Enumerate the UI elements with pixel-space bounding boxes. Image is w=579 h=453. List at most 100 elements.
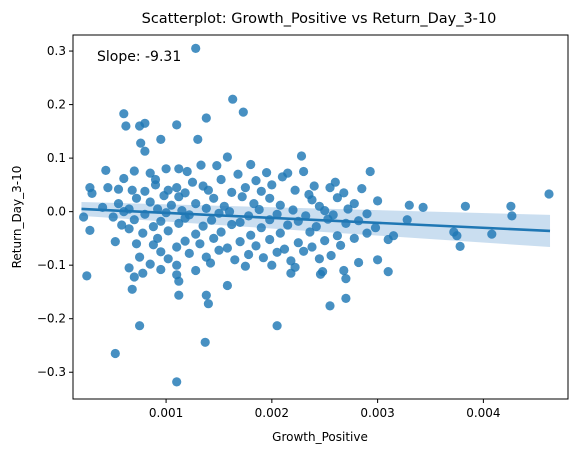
data-point xyxy=(325,183,335,193)
x-tick-label: 0.001 xyxy=(149,406,183,420)
data-point xyxy=(135,321,145,331)
data-point xyxy=(135,252,145,262)
data-point xyxy=(101,165,111,175)
data-point xyxy=(307,195,317,205)
data-point xyxy=(275,200,285,210)
data-point xyxy=(383,234,393,245)
regression-line xyxy=(81,207,551,233)
slope-annotation: Slope: -9.31 xyxy=(97,49,181,65)
data-point xyxy=(311,222,321,232)
data-point xyxy=(254,204,264,215)
data-point xyxy=(79,212,89,222)
data-point xyxy=(341,293,351,303)
data-point xyxy=(119,173,129,184)
data-point xyxy=(336,240,346,250)
data-point xyxy=(293,238,303,248)
data-point xyxy=(362,209,372,219)
data-point xyxy=(244,249,254,260)
y-tick-label: −0.2 xyxy=(37,312,66,326)
data-point xyxy=(131,239,142,249)
data-point xyxy=(506,201,516,211)
data-point xyxy=(180,236,190,246)
data-point xyxy=(127,185,137,195)
data-point xyxy=(174,218,184,228)
data-point xyxy=(227,187,237,197)
data-point xyxy=(383,267,393,277)
data-point xyxy=(156,216,166,226)
data-point xyxy=(172,377,182,387)
data-point xyxy=(357,184,367,194)
data-point xyxy=(136,138,146,148)
data-point xyxy=(349,199,359,209)
data-point xyxy=(320,206,330,216)
data-point xyxy=(258,253,268,263)
data-point xyxy=(249,199,259,209)
data-point xyxy=(332,231,342,241)
data-point xyxy=(233,169,243,179)
data-point xyxy=(172,242,182,252)
data-point xyxy=(187,177,198,187)
data-point xyxy=(156,264,166,275)
data-point xyxy=(156,247,166,257)
y-tick-label: −0.1 xyxy=(37,258,66,272)
data-point xyxy=(373,255,383,265)
data-point xyxy=(200,337,210,347)
data-point xyxy=(325,301,335,311)
data-point xyxy=(460,201,470,211)
data-point xyxy=(129,215,139,225)
data-point xyxy=(290,185,300,195)
x-axis: 0.001 0.002 0.003 0.004 xyxy=(149,399,501,420)
data-point xyxy=(156,134,166,144)
data-point xyxy=(209,233,219,243)
data-point xyxy=(159,191,169,201)
data-point xyxy=(121,121,131,131)
data-point xyxy=(161,164,171,174)
data-point xyxy=(201,113,211,123)
data-point xyxy=(299,166,309,177)
data-point xyxy=(246,159,256,170)
data-point xyxy=(163,226,173,236)
regression-line-layer xyxy=(81,207,551,233)
data-point xyxy=(240,183,250,193)
data-point xyxy=(108,212,118,222)
data-point xyxy=(129,166,139,176)
data-point xyxy=(180,213,190,223)
data-point xyxy=(174,290,184,300)
y-tick-label: 0.0 xyxy=(47,205,66,219)
data-point xyxy=(309,181,319,191)
data-point xyxy=(201,290,211,300)
data-point xyxy=(267,180,277,190)
data-point xyxy=(307,242,317,252)
chart-title: Scatterplot: Growth_Positive vs Return_D… xyxy=(142,11,497,27)
data-point xyxy=(326,250,336,261)
data-point xyxy=(305,227,315,237)
data-point xyxy=(283,220,293,230)
data-point xyxy=(203,185,213,195)
data-point xyxy=(174,192,184,202)
data-point xyxy=(110,348,120,359)
data-point xyxy=(365,166,375,177)
y-tick-label: 0.2 xyxy=(47,98,66,112)
data-point xyxy=(110,237,120,247)
data-point xyxy=(191,265,201,276)
y-tick-label: 0.1 xyxy=(47,151,66,165)
data-point xyxy=(286,268,296,278)
data-point xyxy=(172,120,182,130)
data-point xyxy=(124,224,134,234)
data-point xyxy=(272,247,282,257)
data-point xyxy=(222,243,232,253)
data-point xyxy=(349,233,359,243)
data-point xyxy=(113,199,124,209)
x-tick-label: 0.002 xyxy=(255,406,289,420)
data-point xyxy=(402,215,412,225)
data-point xyxy=(216,174,226,185)
data-point xyxy=(191,229,201,239)
data-point xyxy=(339,188,349,198)
data-point xyxy=(299,246,309,256)
data-point xyxy=(332,193,342,203)
data-point xyxy=(129,272,139,282)
data-point xyxy=(288,205,298,215)
data-point xyxy=(246,230,256,240)
data-point xyxy=(196,160,206,170)
data-point xyxy=(277,172,287,182)
